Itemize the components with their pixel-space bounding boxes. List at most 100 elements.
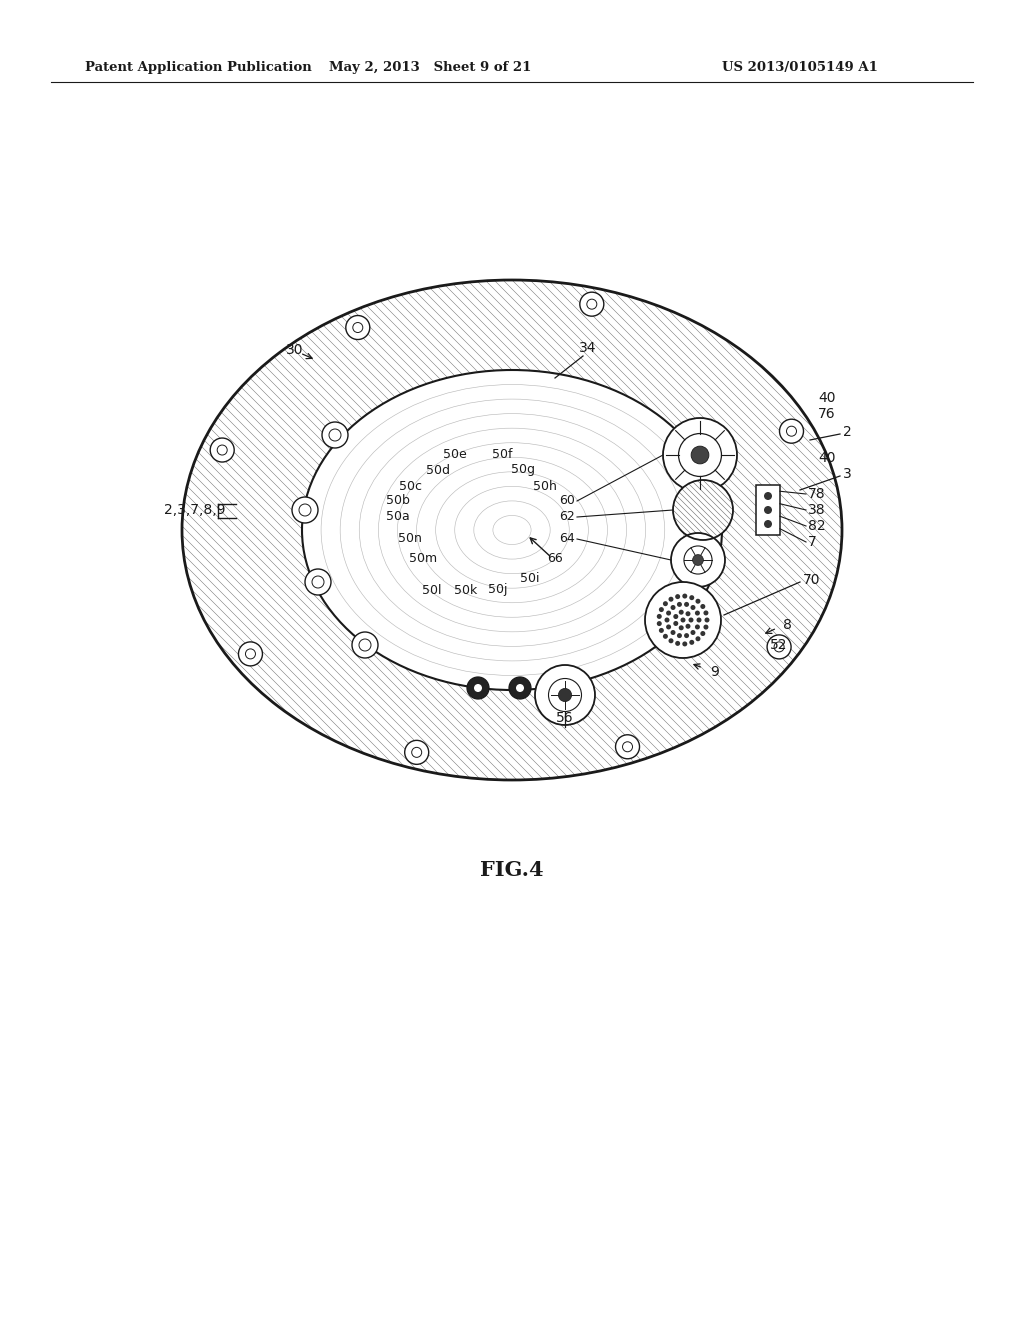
Circle shape bbox=[689, 640, 694, 645]
Text: 50l: 50l bbox=[422, 583, 441, 597]
Circle shape bbox=[666, 611, 671, 615]
Text: 78: 78 bbox=[808, 487, 825, 502]
Circle shape bbox=[656, 622, 662, 626]
Text: 62: 62 bbox=[559, 511, 574, 524]
Text: 50c: 50c bbox=[398, 479, 422, 492]
Circle shape bbox=[305, 569, 331, 595]
Text: 40: 40 bbox=[818, 391, 836, 405]
Circle shape bbox=[679, 626, 684, 630]
Text: 9: 9 bbox=[710, 665, 719, 678]
Circle shape bbox=[690, 630, 695, 635]
Text: 70: 70 bbox=[803, 573, 820, 587]
Circle shape bbox=[764, 492, 772, 500]
Text: 30: 30 bbox=[287, 343, 304, 356]
Text: 50i: 50i bbox=[520, 572, 540, 585]
Text: 2,3,7,8,9: 2,3,7,8,9 bbox=[164, 503, 225, 517]
Text: 50b: 50b bbox=[386, 495, 410, 507]
Circle shape bbox=[346, 315, 370, 339]
Text: 8: 8 bbox=[783, 618, 792, 632]
Circle shape bbox=[703, 610, 709, 615]
Circle shape bbox=[671, 533, 725, 587]
Circle shape bbox=[404, 741, 429, 764]
Text: May 2, 2013   Sheet 9 of 21: May 2, 2013 Sheet 9 of 21 bbox=[329, 62, 531, 74]
Text: 3: 3 bbox=[843, 467, 852, 480]
Circle shape bbox=[467, 677, 489, 700]
Circle shape bbox=[675, 642, 680, 645]
Circle shape bbox=[558, 689, 571, 702]
Circle shape bbox=[695, 611, 700, 615]
Circle shape bbox=[682, 594, 687, 598]
Circle shape bbox=[681, 618, 685, 623]
Circle shape bbox=[663, 634, 668, 639]
Circle shape bbox=[682, 642, 687, 647]
Circle shape bbox=[509, 677, 531, 700]
Text: 50a: 50a bbox=[386, 510, 410, 523]
Text: 38: 38 bbox=[808, 503, 825, 517]
Text: 82: 82 bbox=[808, 519, 825, 533]
Circle shape bbox=[674, 620, 678, 626]
Circle shape bbox=[656, 614, 662, 619]
Text: 2: 2 bbox=[843, 425, 852, 440]
Text: 76: 76 bbox=[818, 407, 836, 421]
Ellipse shape bbox=[302, 370, 722, 690]
Circle shape bbox=[516, 684, 524, 692]
Circle shape bbox=[700, 605, 706, 609]
Circle shape bbox=[689, 595, 694, 601]
Text: 56: 56 bbox=[556, 711, 573, 725]
Circle shape bbox=[671, 605, 676, 610]
Text: Patent Application Publication: Patent Application Publication bbox=[85, 62, 311, 74]
Text: 50k: 50k bbox=[455, 583, 477, 597]
Circle shape bbox=[292, 498, 318, 523]
Circle shape bbox=[322, 422, 348, 447]
Circle shape bbox=[696, 618, 701, 623]
Circle shape bbox=[663, 601, 668, 606]
Text: 66: 66 bbox=[547, 552, 563, 565]
Text: 40: 40 bbox=[818, 451, 836, 465]
Circle shape bbox=[210, 438, 234, 462]
Circle shape bbox=[700, 631, 706, 636]
Circle shape bbox=[645, 582, 721, 657]
Circle shape bbox=[666, 624, 671, 630]
Circle shape bbox=[684, 602, 689, 607]
Text: 52: 52 bbox=[770, 638, 787, 652]
Circle shape bbox=[669, 639, 674, 643]
Circle shape bbox=[692, 554, 703, 565]
Text: 34: 34 bbox=[580, 341, 597, 355]
Text: FIG.4: FIG.4 bbox=[480, 861, 544, 880]
Circle shape bbox=[679, 610, 684, 615]
Text: 7: 7 bbox=[808, 535, 817, 549]
Text: 50m: 50m bbox=[409, 552, 437, 565]
Circle shape bbox=[684, 634, 689, 638]
Circle shape bbox=[677, 634, 682, 638]
Circle shape bbox=[695, 636, 700, 642]
Circle shape bbox=[674, 614, 678, 619]
Circle shape bbox=[690, 605, 695, 610]
Circle shape bbox=[615, 735, 640, 759]
Circle shape bbox=[352, 632, 378, 657]
Text: 50e: 50e bbox=[443, 449, 467, 462]
Circle shape bbox=[685, 611, 690, 616]
Circle shape bbox=[695, 599, 700, 603]
Circle shape bbox=[695, 624, 700, 630]
Circle shape bbox=[691, 446, 709, 463]
Circle shape bbox=[673, 480, 733, 540]
Circle shape bbox=[535, 665, 595, 725]
Circle shape bbox=[671, 630, 676, 635]
Circle shape bbox=[764, 520, 772, 528]
Circle shape bbox=[685, 624, 690, 628]
Circle shape bbox=[665, 618, 670, 623]
Circle shape bbox=[669, 597, 674, 602]
Circle shape bbox=[239, 642, 262, 665]
Text: 64: 64 bbox=[559, 532, 574, 545]
Circle shape bbox=[703, 624, 709, 630]
Circle shape bbox=[580, 292, 604, 317]
Circle shape bbox=[764, 506, 772, 513]
Circle shape bbox=[663, 418, 737, 492]
Text: 50g: 50g bbox=[511, 463, 535, 477]
Text: 50d: 50d bbox=[426, 463, 450, 477]
Circle shape bbox=[658, 607, 664, 612]
Circle shape bbox=[779, 420, 804, 444]
Text: 50h: 50h bbox=[534, 479, 557, 492]
Circle shape bbox=[677, 602, 682, 607]
Circle shape bbox=[688, 618, 693, 623]
